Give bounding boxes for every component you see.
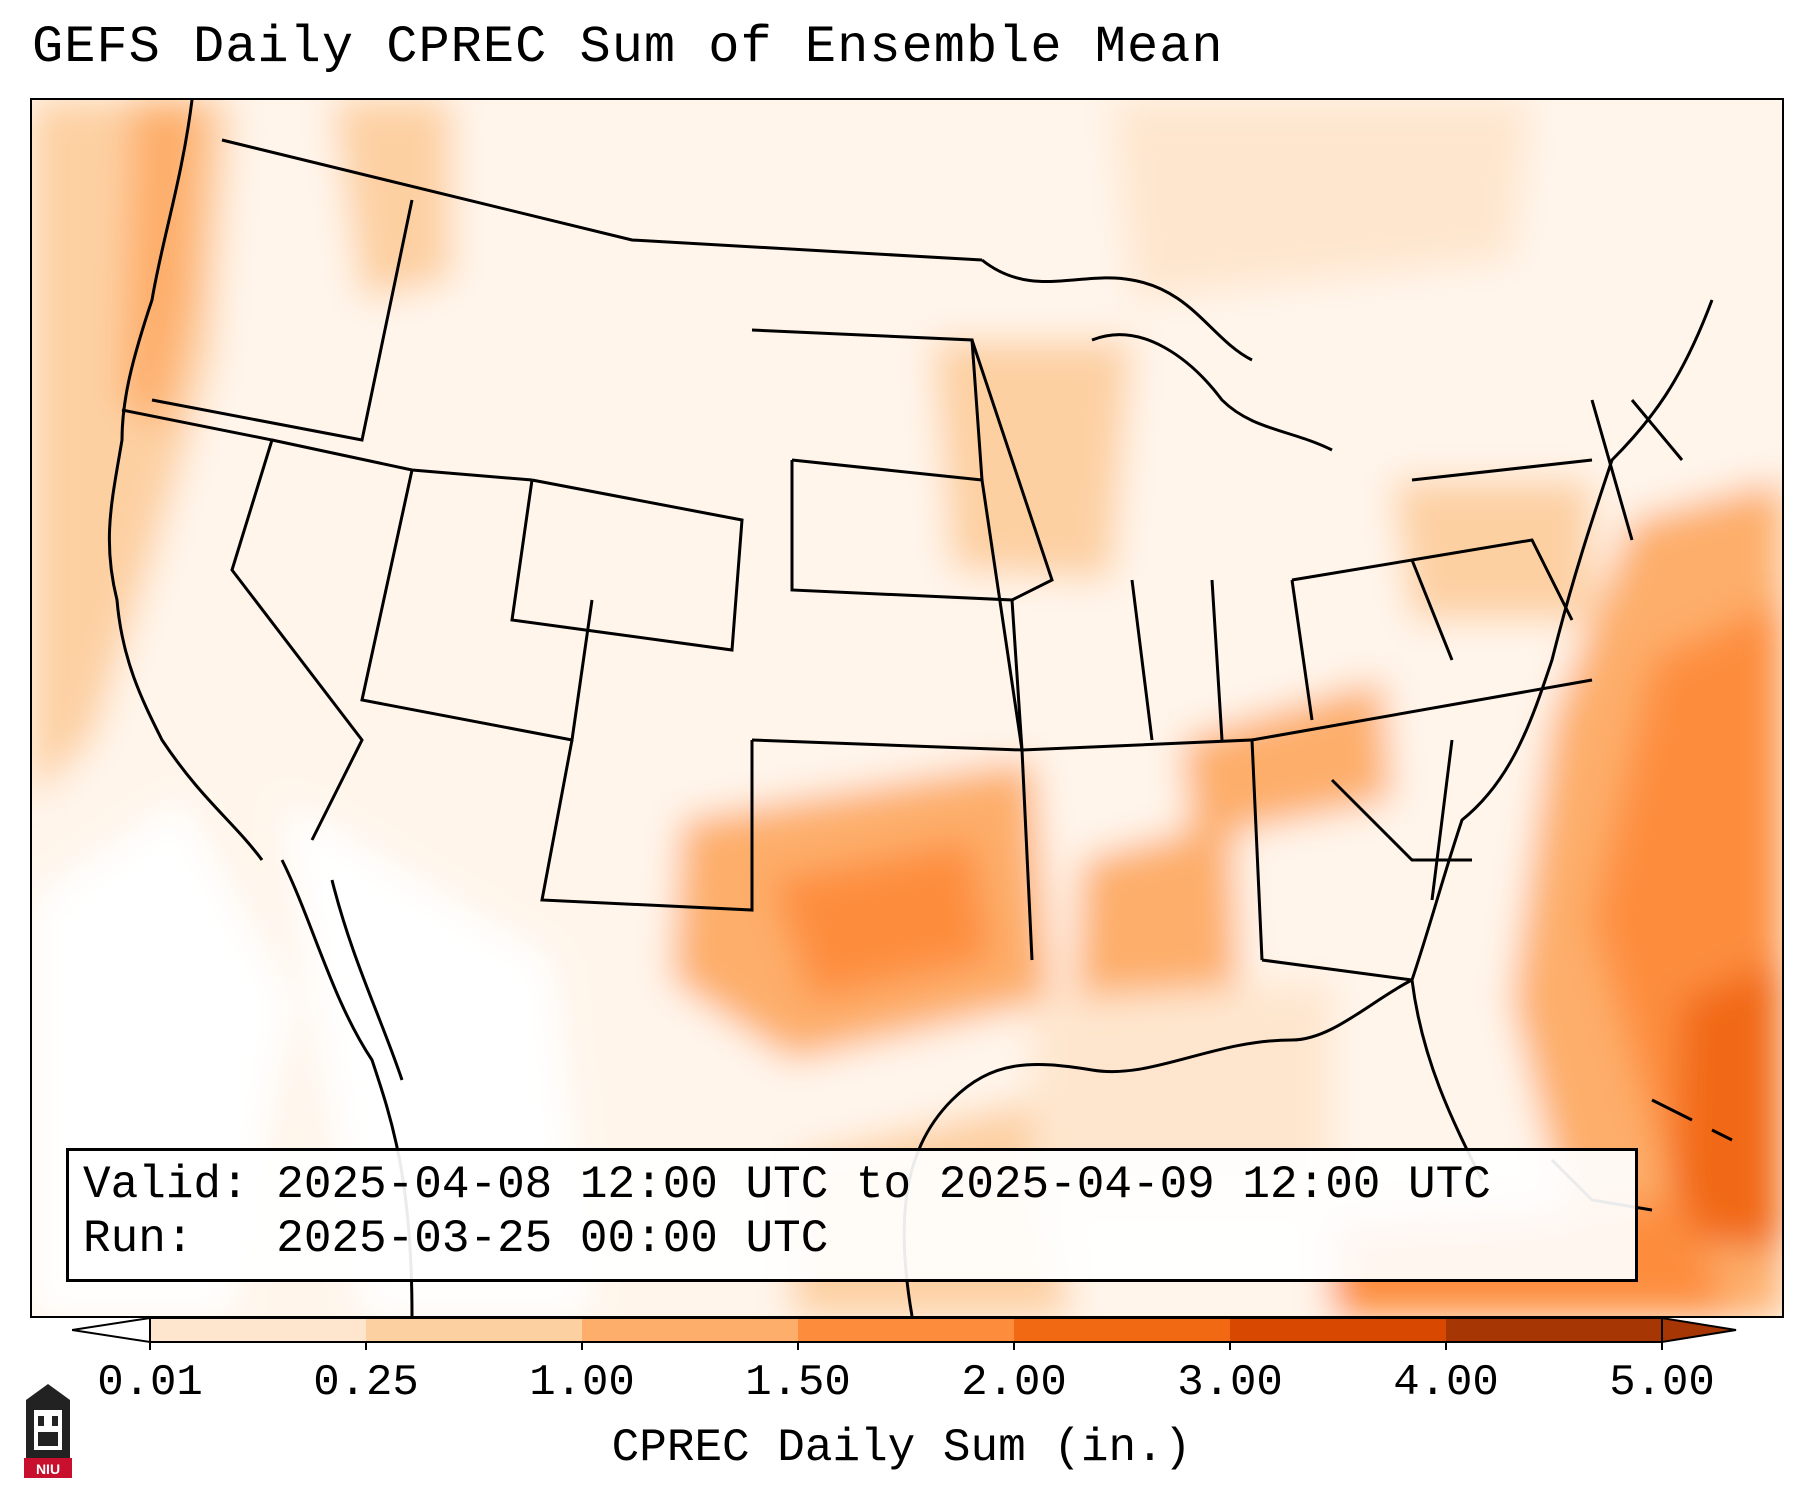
colorbar-tick-label: 1.00: [529, 1358, 635, 1408]
page-title: GEFS Daily CPREC Sum of Ensemble Mean: [32, 18, 1224, 77]
colorbar-segment: [798, 1318, 1015, 1342]
colorbar-segment: [150, 1318, 367, 1342]
colorbar-segment: [1230, 1318, 1447, 1342]
colorbar: [72, 1316, 1737, 1350]
validity-info-box: Valid: 2025-04-08 12:00 UTC to 2025-04-0…: [66, 1148, 1638, 1282]
run-time-text: Run: 2025-03-25 00:00 UTC: [83, 1213, 829, 1265]
colorbar-tick-label: 0.25: [313, 1358, 419, 1408]
colorbar-tick-label: 4.00: [1393, 1358, 1499, 1408]
valid-time-text: Valid: 2025-04-08 12:00 UTC to 2025-04-0…: [83, 1159, 1491, 1211]
precip-map: [30, 98, 1784, 1318]
colorbar-segment: [582, 1318, 799, 1342]
colorbar-tick-label: 5.00: [1609, 1358, 1715, 1408]
colorbar-extend-high: [1661, 1316, 1737, 1344]
colorbar-segment: [1446, 1318, 1663, 1342]
colorbar-tick-label: 1.50: [745, 1358, 851, 1408]
colorbar-segment: [1014, 1318, 1231, 1342]
state-borders: [107, 100, 1733, 1316]
colorbar-label: CPREC Daily Sum (in.): [611, 1422, 1192, 1474]
colorbar-segment: [366, 1318, 583, 1342]
colorbar-tick-label: 2.00: [961, 1358, 1067, 1408]
colorbar-tick-label: 0.01: [97, 1358, 203, 1408]
logo-text: NIU: [36, 1461, 60, 1477]
university-logo-icon: NIU: [24, 1384, 72, 1478]
colorbar-tick-label: 3.00: [1177, 1358, 1283, 1408]
precip-field: [32, 100, 1782, 1316]
colorbar-extend-low: [72, 1316, 151, 1344]
